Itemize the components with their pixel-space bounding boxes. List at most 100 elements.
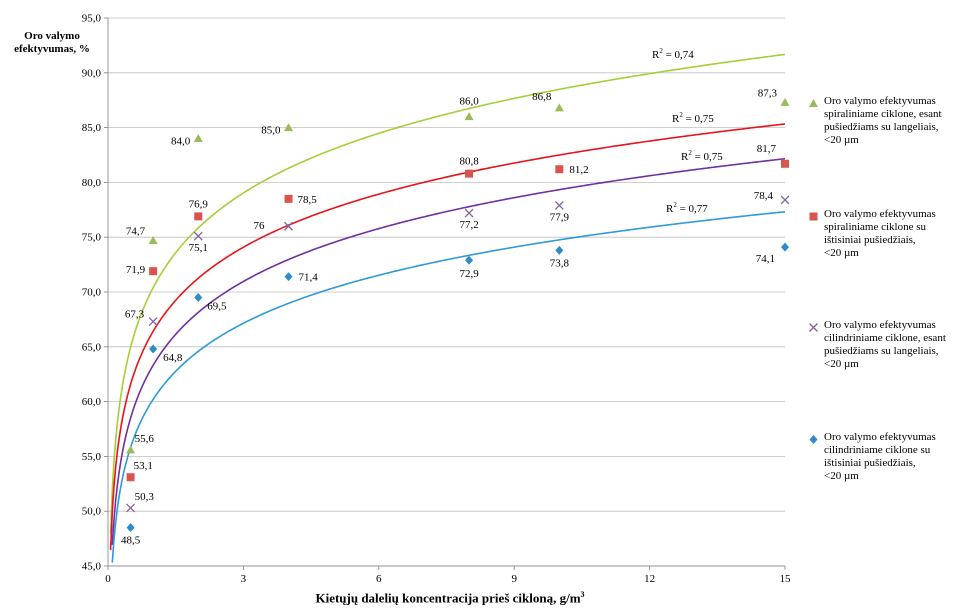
y-tick-label: 50,0 xyxy=(82,506,102,518)
r-squared-symbol: R xyxy=(652,49,660,61)
x-tick-label: 6 xyxy=(376,573,382,585)
series-2-point xyxy=(126,473,135,482)
x-tick-label: 0 xyxy=(105,573,111,585)
r-squared-symbol: R xyxy=(666,203,674,215)
legend-label-line: cilindriniame ciklone su xyxy=(824,444,931,456)
legend-label-line: pušiedžiams su langeliais, xyxy=(824,121,939,133)
legend-label-line: <20 µm xyxy=(824,134,859,146)
legend-label-line: spiraliniame ciklone, esant xyxy=(824,108,942,120)
data-label: 80,8 xyxy=(459,156,479,168)
x-tick-label: 12 xyxy=(644,573,655,585)
data-label: 78,4 xyxy=(754,190,774,202)
series-3-point-stroke xyxy=(464,208,474,218)
series-4-point xyxy=(284,272,293,282)
data-label: 53,1 xyxy=(134,460,153,472)
y-tick-label: 95,0 xyxy=(82,13,102,25)
series-1-point xyxy=(193,134,203,143)
r-squared-exponent: 2 xyxy=(688,149,692,157)
y-tick-label: 65,0 xyxy=(82,341,102,353)
series-3-point xyxy=(193,231,203,241)
legend-label: Oro valymo efektyvumas cilindriniame cikl… xyxy=(824,319,976,371)
data-label: 55,6 xyxy=(135,433,155,445)
data-label: 85,0 xyxy=(261,125,281,137)
y-tick-label: 75,0 xyxy=(82,232,102,244)
data-label: 64,8 xyxy=(163,352,183,364)
r-squared-label: R2 = 0,77 xyxy=(666,201,708,215)
data-label: 86,0 xyxy=(459,96,479,108)
series-2-point xyxy=(284,194,293,203)
r-squared-label: R2 = 0,74 xyxy=(652,47,694,61)
series-2-point xyxy=(194,212,203,221)
trend-curve-2 xyxy=(109,123,786,551)
series-3-point-stroke xyxy=(284,221,293,231)
series-2-point xyxy=(465,169,474,178)
legend-label-line: ištisiniai pušiedžiais, xyxy=(824,234,916,246)
data-label: 50,3 xyxy=(135,491,155,503)
legend-marker-shape-stroke xyxy=(809,323,818,332)
data-label: 84,0 xyxy=(171,136,191,148)
series-3-point-stroke xyxy=(148,317,158,327)
series-3-point-stroke xyxy=(780,195,790,205)
r-squared-value: = 0,77 xyxy=(677,203,708,215)
legend-marker-shape xyxy=(809,99,818,107)
data-label: 48,5 xyxy=(121,535,141,547)
trend-curve-1 xyxy=(109,53,786,534)
legend-label-line: Oro valymo efektyvumas xyxy=(824,95,936,107)
data-label: 81,7 xyxy=(757,143,777,155)
data-label: 86,8 xyxy=(532,91,552,103)
series-1-point xyxy=(126,445,136,454)
legend-marker-shape xyxy=(809,435,818,444)
series-2-point xyxy=(149,267,158,276)
data-labels: 55,6 74,7 84,0 85,0 86,0 86,8 87,3 53,1 71,9 76,9… xyxy=(121,87,778,546)
trend-curve-4 xyxy=(111,210,786,563)
series-2-point xyxy=(781,159,789,168)
data-label: 81,2 xyxy=(569,164,588,176)
x-axis-title-superscript: 3 xyxy=(580,590,585,599)
data-label: 73,8 xyxy=(550,257,570,269)
data-label: 74,1 xyxy=(756,253,775,265)
data-label: 77,2 xyxy=(459,219,478,231)
legend-marker-x xyxy=(809,323,818,332)
data-points xyxy=(126,97,790,533)
series-3-point xyxy=(284,221,293,231)
data-label: 78,5 xyxy=(298,194,318,206)
x-axis-title-text: Kietųjų dalelių koncentracija prieš cikl… xyxy=(315,590,581,606)
data-label: 75,1 xyxy=(189,242,208,254)
data-label: 71,4 xyxy=(299,272,319,284)
legend-label-line: <20 µm xyxy=(824,358,859,370)
legend-marker-shape xyxy=(809,212,818,221)
series-3-point xyxy=(780,195,790,205)
r-squared-value: = 0,75 xyxy=(692,151,723,163)
series-4-point xyxy=(194,292,203,302)
series-4-point xyxy=(149,344,158,354)
data-label: 72,9 xyxy=(459,268,479,280)
series-3-point xyxy=(126,503,136,513)
x-tick-label: 9 xyxy=(511,573,517,585)
x-tick-label: 3 xyxy=(241,573,247,585)
legend-marker-shape xyxy=(809,323,818,332)
series-1-point xyxy=(464,112,474,121)
legend-label-line: Oro valymo efektyvumas xyxy=(824,431,936,443)
trend-curve-3 xyxy=(111,157,786,545)
series-3-point-stroke xyxy=(554,200,564,210)
y-tick-label: 70,0 xyxy=(82,287,102,299)
r-squared-exponent: 2 xyxy=(673,201,677,209)
gridlines xyxy=(108,17,785,567)
series-4-point xyxy=(781,242,789,252)
series-4-point xyxy=(465,255,474,265)
series-3-point xyxy=(554,200,564,210)
legend-label-line: ištisiniai pušiedžiais, xyxy=(824,457,916,469)
legend-label-line: spiraliniame ciklone su xyxy=(824,221,927,233)
series-1-point xyxy=(780,97,790,106)
y-tick-label: 80,0 xyxy=(82,177,102,189)
series-1-point xyxy=(284,123,294,132)
r-squared-exponent: 2 xyxy=(659,47,663,55)
y-tick-label: 90,0 xyxy=(82,67,102,79)
legend-label-line: <20 µm xyxy=(824,470,859,482)
axes: 45,0 50,0 55,0 60,0 65,0 70,0 75,0 80,0 85,0 90,0… xyxy=(82,13,791,586)
series-3-point xyxy=(464,208,474,218)
legend-label-line: cilindriniame ciklone, esant xyxy=(824,332,946,344)
legend-label-line: pušiedžiams su langeliais, xyxy=(824,345,939,357)
r-squared-label: R2 = 0,75 xyxy=(672,111,714,125)
